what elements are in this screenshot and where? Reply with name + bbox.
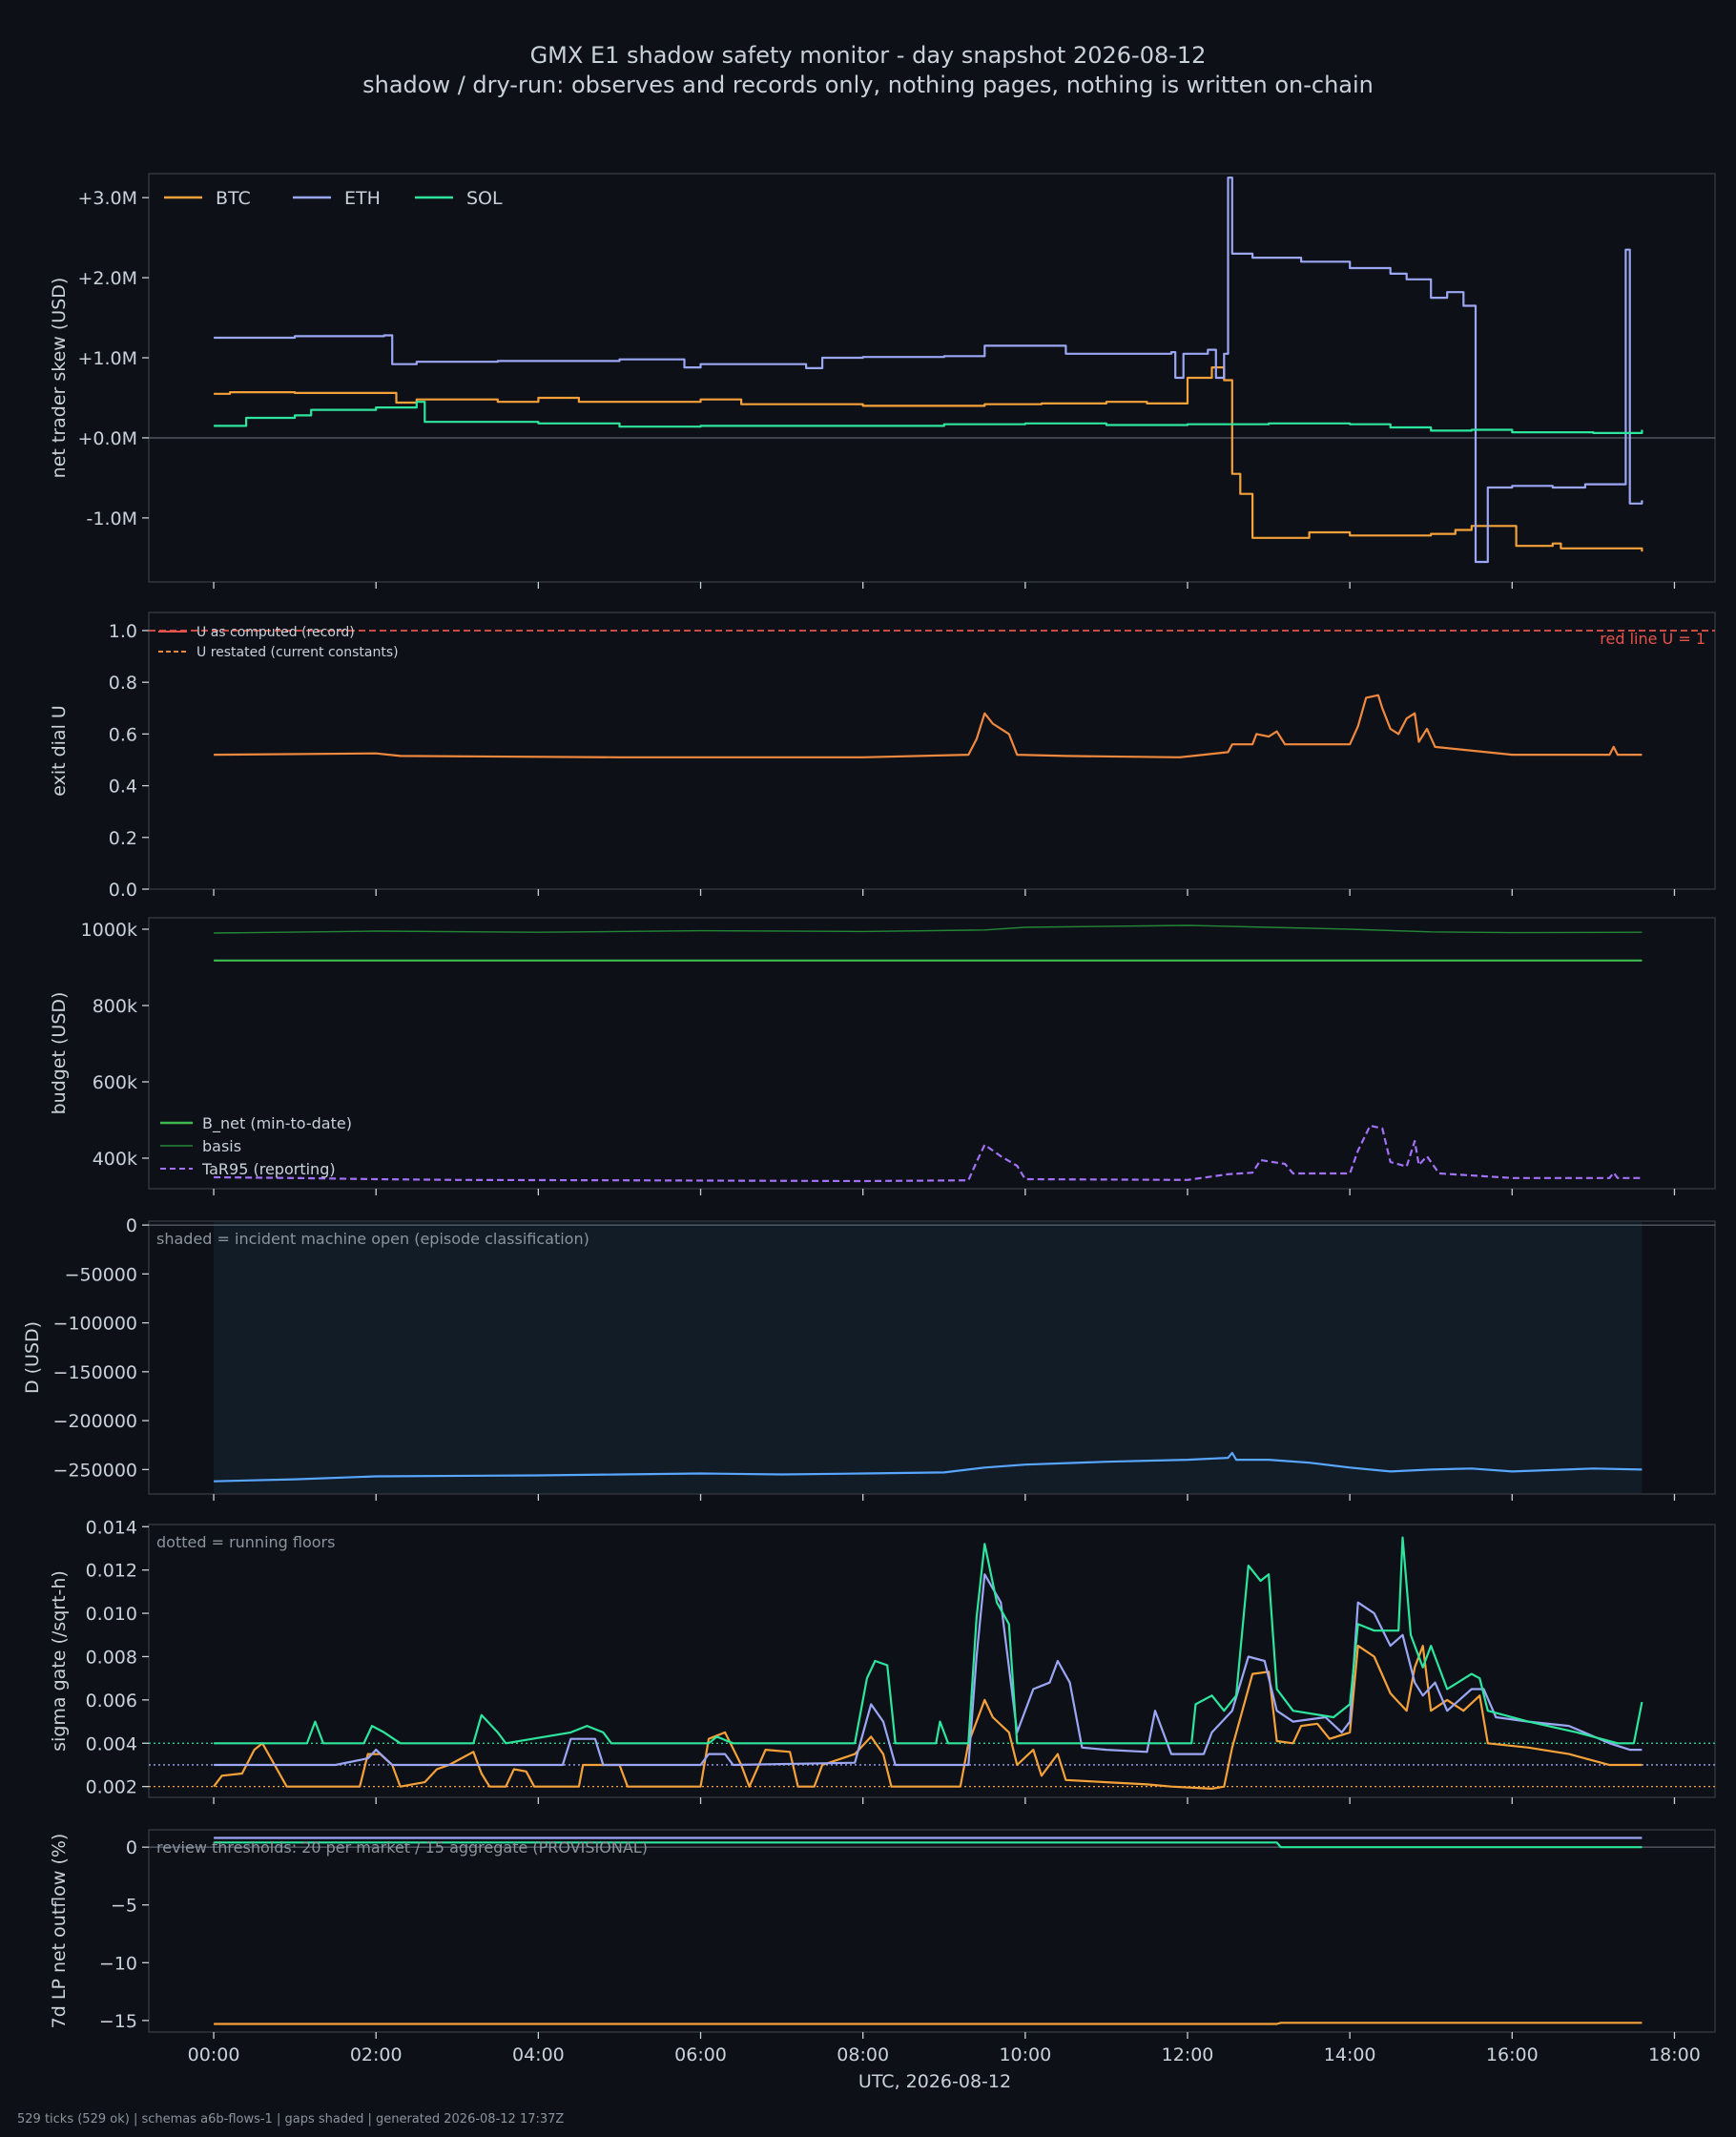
panel-frame [148, 1829, 1716, 2033]
y-axis-label: budget (USD) [49, 992, 70, 1115]
y-tick-label: 0.4 [109, 777, 137, 798]
y-tick-label: 0.004 [86, 1733, 137, 1754]
legend-label: BTC [216, 188, 251, 209]
y-tick-label: 0 [126, 1215, 137, 1236]
y-tick-label: 1.0 [109, 621, 137, 642]
y-tick-label: −150000 [53, 1362, 137, 1383]
y-tick-label: −200000 [53, 1411, 137, 1432]
series-line-basis [214, 924, 1643, 934]
panel-frame [148, 173, 1716, 583]
incident-shade [214, 1222, 1643, 1493]
series-line-sol [214, 1536, 1643, 1745]
x-tick-label: 00:00 [188, 2044, 240, 2065]
panel-budget: 400k 600k 800k 1000k budget (USD) B_net (min-… [49, 917, 1716, 1195]
panel-frame [148, 1524, 1716, 1798]
y-tick-label: 800k [93, 996, 137, 1017]
y-tick-label: −250000 [53, 1460, 137, 1481]
series-line-eth [214, 176, 1643, 564]
y-axis-label: exit dial U [49, 705, 70, 797]
panel-outflow: 0 −5 −10 −15 7d LP net outflow (%) review thr… [49, 1829, 1716, 2039]
y-tick-label: 0.002 [86, 1777, 137, 1798]
panel-annotation: dotted = running floors [156, 1533, 335, 1551]
footer-status: 529 ticks (529 ok) | schemas a6b-flows-1… [17, 2112, 565, 2127]
panel-exit: red line U = 1 0.0 0.2 0.4 0.6 0.8 1.0 exit dia… [49, 612, 1716, 901]
y-tick-label: −100000 [53, 1314, 137, 1335]
x-tick-label: 02:00 [350, 2044, 403, 2065]
y-tick-label: 0.008 [86, 1647, 137, 1668]
chart-subtitle: shadow / dry-run: observes and records o… [362, 72, 1374, 98]
series-line-eth [214, 1573, 1643, 1767]
y-axis-label: 7d LP net outflow (%) [49, 1834, 70, 2029]
y-tick-label: 0.0 [109, 880, 137, 901]
y-tick-label: 1000k [81, 920, 137, 941]
x-tick-label: 16:00 [1486, 2044, 1539, 2065]
legend-label: ETH [344, 188, 381, 209]
y-tick-label: −10 [99, 1953, 137, 1974]
y-tick-label: 600k [93, 1072, 137, 1093]
x-axis-label: UTC, 2026-08-12 [858, 2071, 1011, 2092]
legend-label: SOL [466, 188, 503, 209]
y-tick-label: 0.014 [86, 1517, 137, 1538]
legend-label: B_net (min-to-date) [202, 1114, 352, 1133]
legend-label: TaR95 (reporting) [201, 1160, 336, 1178]
y-tick-label: 0.012 [86, 1561, 137, 1582]
chart-title: GMX E1 shadow safety monitor - day snaps… [530, 42, 1207, 69]
x-tick-label: 18:00 [1648, 2044, 1701, 2065]
y-tick-label: 0 [126, 1837, 137, 1858]
y-tick-label: −5 [111, 1896, 137, 1917]
y-axis-label: D (USD) [22, 1321, 43, 1394]
series-line-sol [214, 1841, 1643, 1849]
panel-frame [148, 917, 1716, 1190]
y-tick-label: 0.6 [109, 724, 137, 745]
y-axis-label: sigma gate (/sqrt-h) [49, 1570, 70, 1752]
y-tick-label: +3.0M [77, 188, 137, 209]
y-tick-label: 0.2 [109, 828, 137, 849]
x-tick-label: 12:00 [1162, 2044, 1214, 2065]
series-line-tar95-reporting- [214, 1124, 1643, 1183]
y-tick-label: 0.010 [86, 1604, 137, 1625]
series-line-d [214, 1451, 1643, 1483]
panels: -1.0M +0.0M +1.0M +2.0M +3.0M net trader skew… [22, 173, 1716, 2065]
panel-annotation: review thresholds: 20 per market / 15 ag… [156, 1838, 648, 1857]
legend-label: U as computed (record) [196, 625, 355, 640]
x-tick-label: 14:00 [1324, 2044, 1376, 2065]
legend-label: U restated (current constants) [196, 645, 399, 660]
x-tick-label: 06:00 [674, 2044, 727, 2065]
y-tick-label: 400k [93, 1149, 137, 1170]
panel-sigma: 0.002 0.004 0.006 0.008 0.010 0.012 0.014 sigma… [49, 1517, 1716, 1804]
x-tick-label: 08:00 [837, 2044, 889, 2065]
series-line-sol [214, 401, 1643, 434]
y-tick-label: +1.0M [77, 348, 137, 369]
red-line-label: red line U = 1 [1600, 630, 1705, 648]
panel-annotation: shaded = incident machine open (episode … [156, 1230, 589, 1248]
y-axis-label: net trader skew (USD) [49, 278, 70, 479]
legend-label: basis [202, 1137, 241, 1155]
series-line-btc [214, 366, 1643, 552]
y-tick-label: 0.006 [86, 1691, 137, 1712]
x-tick-label: 04:00 [512, 2044, 565, 2065]
y-tick-label: 0.8 [109, 673, 137, 694]
y-tick-label: −15 [99, 2011, 137, 2032]
panel-drawdown: 0 −50000 −100000 −150000 −200000 −250000 D (US… [22, 1215, 1716, 1501]
y-tick-label: -1.0M [87, 508, 137, 529]
y-tick-label: −50000 [65, 1264, 137, 1285]
x-tick-label: 10:00 [999, 2044, 1051, 2065]
y-tick-label: +2.0M [77, 268, 137, 289]
panel-skew: -1.0M +0.0M +1.0M +2.0M +3.0M net trader skew… [49, 173, 1716, 589]
series-line-btc [213, 1645, 1643, 1790]
series-line-u-as-computed-record- [214, 694, 1643, 758]
panel-frame [148, 612, 1716, 890]
y-tick-label: +0.0M [77, 428, 137, 449]
